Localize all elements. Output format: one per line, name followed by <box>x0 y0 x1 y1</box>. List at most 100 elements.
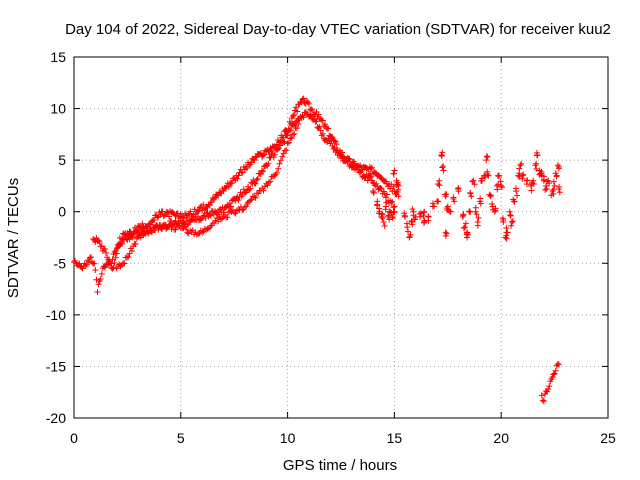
data-point <box>291 130 298 137</box>
data-point <box>222 185 229 192</box>
data-point <box>304 99 311 106</box>
data-point <box>508 219 515 226</box>
data-point <box>217 216 224 223</box>
data-point <box>161 223 168 230</box>
data-point <box>108 260 115 267</box>
data-point <box>517 162 524 169</box>
data-point <box>468 193 475 200</box>
data-point <box>285 139 292 146</box>
y-axis-label: SDTVAR / TECUs <box>5 178 22 298</box>
data-point <box>235 197 242 204</box>
data-point <box>319 130 326 137</box>
data-point <box>533 160 540 167</box>
data-point <box>225 209 232 216</box>
data-point <box>477 195 484 202</box>
data-point <box>184 214 191 221</box>
data-point <box>279 153 286 160</box>
data-point <box>339 149 346 156</box>
data-point <box>195 230 202 237</box>
data-point <box>498 184 505 191</box>
data-point <box>540 173 547 180</box>
data-point <box>285 125 292 132</box>
data-point <box>148 227 155 234</box>
data-point <box>395 186 402 193</box>
data-point <box>495 181 502 188</box>
data-point <box>93 276 100 283</box>
data-point <box>235 172 242 179</box>
data-point <box>203 226 210 233</box>
data-point <box>464 229 471 236</box>
data-point <box>394 179 401 186</box>
data-point <box>307 112 314 119</box>
data-point <box>555 361 562 368</box>
data-point <box>112 247 119 254</box>
data-point <box>487 192 494 199</box>
data-point <box>554 162 561 169</box>
data-point <box>212 217 219 224</box>
chart-title: Day 104 of 2022, Sidereal Day-to-day VTE… <box>65 21 611 38</box>
data-point <box>227 203 234 210</box>
data-point <box>111 249 118 256</box>
data-point <box>373 180 380 187</box>
data-point <box>206 211 213 218</box>
data-point <box>408 217 415 224</box>
data-point <box>289 113 296 120</box>
data-point <box>379 215 386 222</box>
data-point <box>376 205 383 212</box>
data-point <box>340 153 347 160</box>
data-point <box>491 208 498 215</box>
data-point <box>299 96 306 103</box>
data-point <box>145 230 152 237</box>
data-point <box>128 248 135 255</box>
data-point <box>244 199 251 206</box>
data-point <box>440 163 447 170</box>
data-point <box>528 187 535 194</box>
data-point <box>409 221 416 228</box>
data-point <box>185 230 192 237</box>
data-point <box>271 151 278 158</box>
data-point <box>261 151 268 158</box>
data-point <box>551 370 558 377</box>
data-point <box>540 398 547 405</box>
data-point <box>239 207 246 214</box>
data-point <box>185 221 192 228</box>
data-point <box>242 189 249 196</box>
data-point <box>181 223 188 230</box>
data-point <box>97 276 104 283</box>
data-point <box>247 197 254 204</box>
data-point <box>210 196 217 203</box>
data-point <box>389 214 396 221</box>
data-point <box>232 210 239 217</box>
data-point <box>383 199 390 206</box>
y-tick-label: -20 <box>46 410 66 426</box>
data-point <box>443 230 450 237</box>
x-tick-label: 25 <box>600 430 616 446</box>
y-tick-label: 15 <box>50 49 66 65</box>
data-point <box>275 165 282 172</box>
data-point <box>91 260 98 267</box>
data-point <box>520 171 527 178</box>
data-point <box>495 173 502 180</box>
data-point <box>333 141 340 148</box>
data-point <box>252 180 259 187</box>
data-point <box>251 193 258 200</box>
data-point <box>293 125 300 132</box>
data-point <box>160 221 167 228</box>
data-point <box>232 197 239 204</box>
data-point <box>252 194 259 201</box>
data-point <box>298 99 305 106</box>
data-point <box>199 229 206 236</box>
data-point <box>283 147 290 154</box>
data-point <box>240 186 247 193</box>
data-point <box>460 225 467 232</box>
data-point <box>277 157 284 164</box>
data-point <box>103 249 110 256</box>
data-point <box>508 222 515 229</box>
data-point <box>390 170 397 177</box>
data-point <box>111 259 118 266</box>
data-point <box>87 254 94 261</box>
data-point <box>391 203 398 210</box>
data-point <box>229 180 236 187</box>
y-axis: -20 -15 -10 -5 0 5 10 15 <box>46 49 608 426</box>
data-point <box>289 131 296 138</box>
